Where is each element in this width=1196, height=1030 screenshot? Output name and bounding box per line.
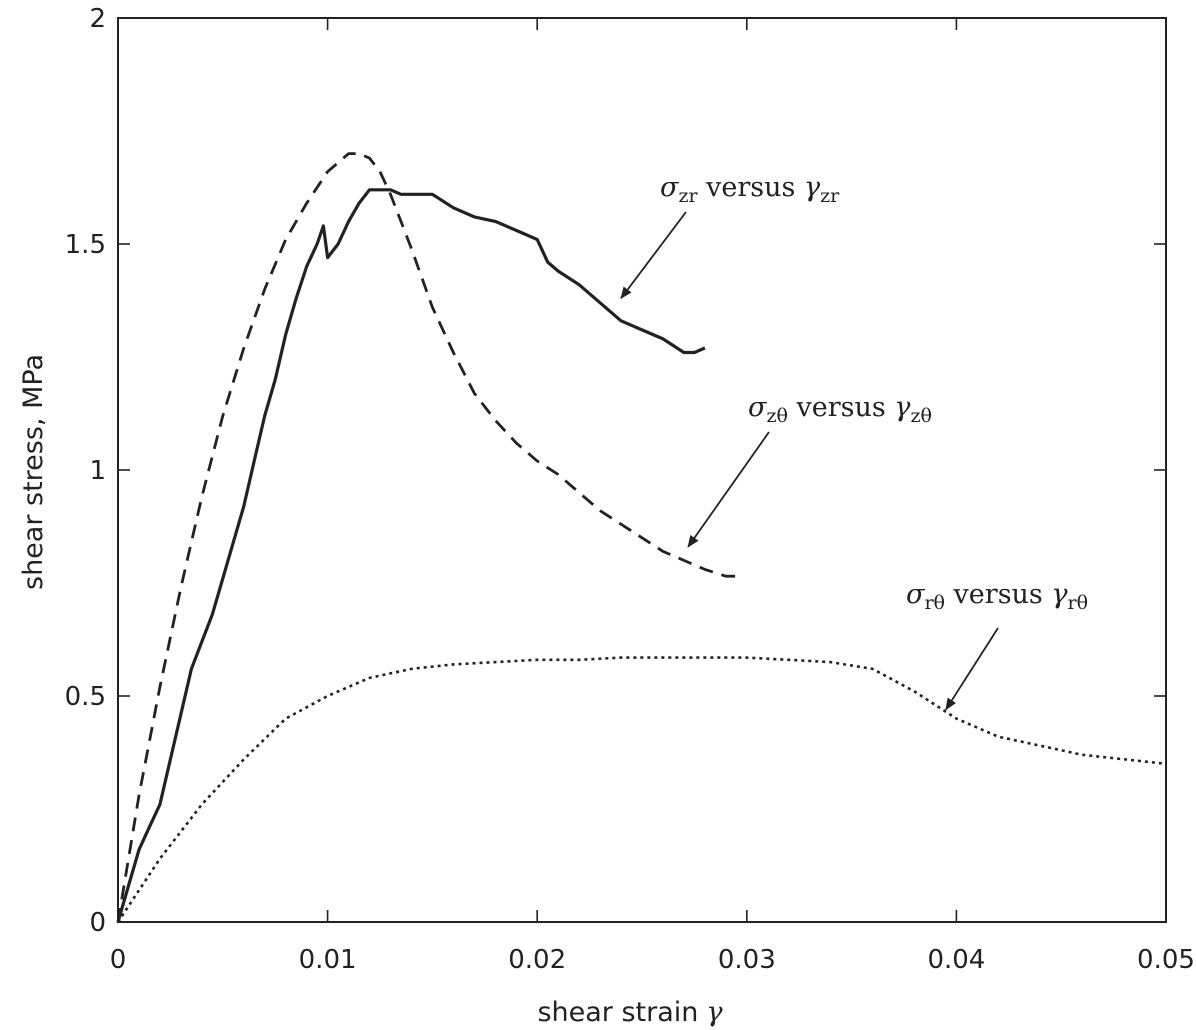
- x-tick-label: 0.05: [1137, 945, 1195, 975]
- series-line-1: [116, 188, 706, 923]
- x-axis-symbol: γ: [706, 997, 723, 1028]
- x-tick-label: 0.02: [508, 945, 566, 975]
- series-layer: [116, 152, 1167, 923]
- y-tick-label: 1: [89, 456, 106, 486]
- annotations: σzr versus γzr σzθ versus γzθ σrθ versus γ…: [620, 172, 1088, 711]
- x-tick-label: 0.01: [299, 945, 357, 975]
- annotation-arrow: [687, 431, 770, 548]
- annotation-label: σrθ versus γrθ: [906, 579, 1088, 614]
- plot-frame: [117, 17, 1167, 923]
- y-tick-label: 0: [89, 908, 106, 938]
- series-line-3: [116, 656, 1167, 923]
- y-tick-label: 1.5: [65, 230, 106, 260]
- annotation-label: σzθ versus γzθ: [748, 392, 932, 427]
- y-axis-title: shear stress, MPa: [18, 354, 49, 590]
- x-tick-label: 0.03: [718, 945, 776, 975]
- x-tick-label: 0: [110, 945, 127, 975]
- x-tick-label: 0.04: [927, 945, 985, 975]
- annotation-arrow: [620, 211, 687, 300]
- y-tick-label: 0.5: [65, 682, 106, 712]
- y-tick-label: 2: [89, 4, 106, 34]
- axis-ticks: [117, 17, 1167, 923]
- tick-labels: 0 0.01 0.02 0.03 0.04 0.05 0 0.5 1 1.5 2: [65, 4, 1195, 975]
- series-line-2: [116, 152, 739, 923]
- x-axis-title: shear strain γ: [537, 997, 723, 1028]
- x-axis-label: shear strain: [537, 997, 698, 1028]
- annotation-arrow: [945, 627, 999, 711]
- annotation-label: σzr versus γzr: [660, 172, 840, 207]
